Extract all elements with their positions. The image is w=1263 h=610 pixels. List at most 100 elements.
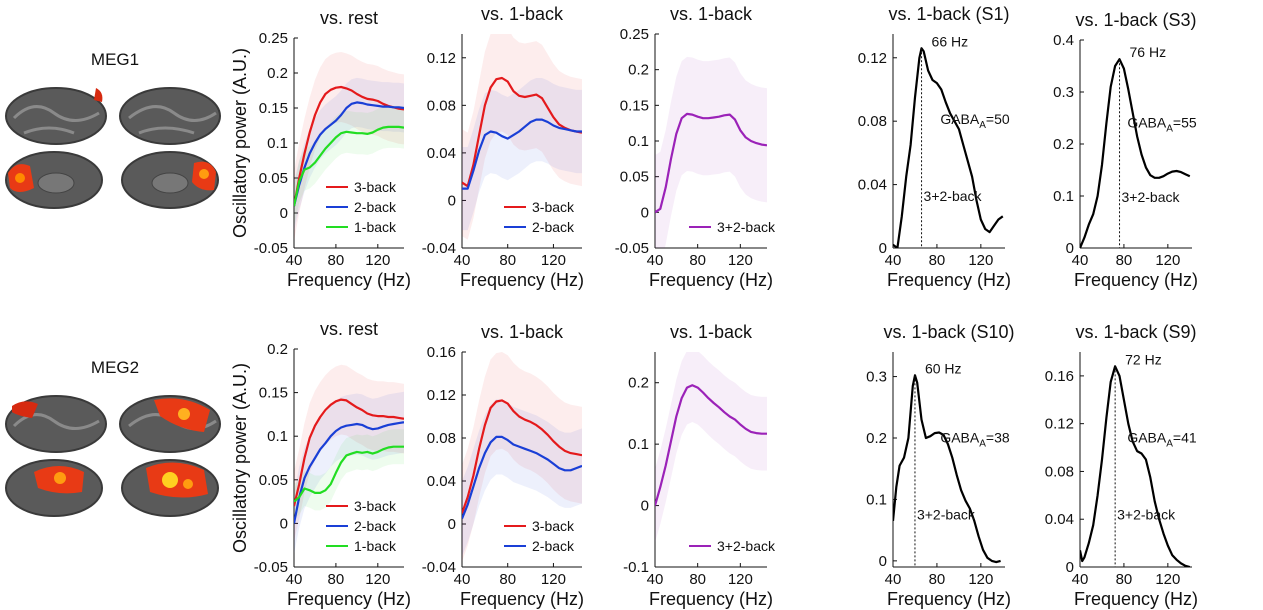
y-tick-label: 0.05 — [259, 472, 288, 489]
y-tick-label: 0 — [879, 553, 887, 570]
y-tick-label: 0.2 — [628, 375, 649, 392]
series-band — [462, 352, 582, 562]
plot-area — [462, 34, 582, 240]
series-band — [294, 77, 404, 231]
y-tick-label: -0.05 — [254, 240, 288, 257]
x-tick-label: 80 — [689, 252, 706, 269]
x-axis-label: Frequency (Hz) — [460, 589, 584, 609]
y-tick-label: 0.25 — [259, 30, 288, 47]
y-tick-label: -0.05 — [254, 559, 288, 576]
plot-area — [893, 374, 1001, 564]
series-band — [294, 391, 404, 554]
legend-label: 2-back — [354, 518, 397, 534]
y-tick-label: 0 — [280, 205, 288, 222]
condition-label: 3+2-back — [924, 188, 983, 204]
x-tick-label: 120 — [968, 571, 993, 588]
peak-label: 72 Hz — [1125, 351, 1162, 367]
x-tick-label: 40 — [885, 571, 902, 588]
y-tick-label: -0.04 — [422, 240, 456, 257]
y-tick-label: 0.05 — [620, 169, 649, 186]
chart-title: vs. 1-back — [481, 4, 564, 24]
chart-title: vs. 1-back (S10) — [883, 322, 1014, 342]
plot-area — [462, 352, 582, 562]
series-line — [294, 398, 404, 507]
series-line — [1080, 365, 1191, 567]
chart-title: vs. 1-back (S3) — [1075, 10, 1196, 30]
chart-panel-1: vs. 1-back 40 80 120 -0.04 0 0.04 0.08 0.12 Frequ… — [422, 4, 584, 290]
chart-title: vs. rest — [320, 8, 378, 28]
x-tick-label: 80 — [929, 571, 946, 588]
chart-panel-0: vs. rest 40 80 120 -0.05 0 0.05 0.1 0.15 0.2 0.25 F… — [230, 8, 411, 290]
y-tick-label: 0 — [879, 240, 887, 257]
x-tick-label: 40 — [885, 252, 902, 269]
y-tick-label: 0.1 — [628, 133, 649, 150]
x-tick-label: 80 — [929, 252, 946, 269]
plot-area — [1080, 365, 1191, 567]
y-tick-label: 0.04 — [1045, 511, 1074, 528]
brain-label-meg1: MEG1 — [90, 50, 140, 69]
x-tick-label: 40 — [647, 252, 664, 269]
y-tick-label: 0.25 — [620, 26, 649, 43]
condition-label: 3+2-back — [917, 507, 976, 523]
gaba-label: GABAA=38 — [940, 429, 1010, 449]
series-band — [294, 364, 404, 541]
series-line — [655, 384, 767, 506]
legend-label: 3-back — [354, 498, 397, 514]
series-line — [294, 85, 404, 207]
y-tick-label: 0.3 — [866, 369, 887, 386]
y-tick-label: 0.12 — [427, 387, 456, 404]
brain-surface-meg2 — [5, 395, 221, 517]
x-tick-label: 80 — [328, 252, 345, 269]
series-line — [462, 399, 582, 514]
x-axis-label: Frequency (Hz) — [1074, 589, 1198, 609]
legend-label: 3-back — [532, 518, 575, 534]
y-tick-label: 0.12 — [858, 50, 887, 67]
x-axis-label: Frequency (Hz) — [649, 270, 773, 290]
y-tick-label: 0.2 — [866, 430, 887, 447]
chart-panel-7: vs. 1-back 40 80 120 -0.1 0 0.1 0.2 Frequency (H… — [623, 322, 776, 609]
y-tick-label: -0.04 — [422, 559, 456, 576]
legend-label: 3-back — [354, 179, 397, 195]
chart-panel-4: vs. 1-back (S3) 40 80 120 0 0.1 0.2 0.3 0.4 Frequ… — [1053, 10, 1198, 290]
x-axis-label: Frequency (Hz) — [287, 270, 411, 290]
y-tick-label: 0.1 — [267, 135, 288, 152]
chart-panel-5: vs. rest 40 80 120 -0.05 0 0.05 0.1 0.15 0.2 Frequ… — [230, 319, 411, 609]
x-tick-label: 120 — [968, 252, 993, 269]
x-axis-label: Frequency (Hz) — [1074, 270, 1198, 290]
y-tick-label: 0.2 — [267, 65, 288, 82]
series-line — [462, 76, 582, 188]
series-line — [294, 445, 404, 503]
x-tick-label: 120 — [728, 252, 753, 269]
legend-label: 2-back — [532, 538, 575, 554]
chart-title: vs. 1-back — [670, 322, 753, 342]
series-line — [294, 421, 404, 524]
series-line — [893, 47, 1004, 248]
condition-label: 3+2-back — [1117, 507, 1176, 523]
y-tick-label: 0.16 — [427, 344, 456, 361]
legend-label: 3+2-back — [717, 219, 776, 235]
x-tick-label: 40 — [647, 571, 664, 588]
series-line — [655, 112, 767, 214]
y-tick-label: 0.04 — [427, 145, 456, 162]
y-tick-label: 0.12 — [427, 50, 456, 67]
y-tick-label: 0 — [641, 204, 649, 221]
y-tick-label: 0.04 — [858, 177, 887, 194]
x-tick-label: 120 — [365, 571, 390, 588]
chart-title: vs. 1-back — [481, 322, 564, 342]
y-tick-label: 0.4 — [1053, 32, 1074, 49]
y-tick-label: 0.1 — [866, 491, 887, 508]
gaba-label: GABAA=50 — [940, 111, 1010, 131]
legend-label: 2-back — [532, 219, 575, 235]
brain-surface-meg1 — [5, 87, 221, 209]
x-axis-label: Frequency (Hz) — [887, 589, 1011, 609]
x-tick-label: 80 — [1116, 571, 1133, 588]
y-tick-label: 0.15 — [259, 100, 288, 117]
chart-panel-9: vs. 1-back (S9) 40 80 120 0 0.04 0.08 0.12 0.16 F… — [1045, 322, 1198, 609]
x-tick-label: 120 — [1155, 571, 1180, 588]
x-tick-label: 80 — [499, 252, 516, 269]
y-tick-label: -0.05 — [615, 240, 649, 257]
y-tick-label: 0.2 — [267, 341, 288, 358]
peak-label: 76 Hz — [1130, 44, 1167, 60]
y-tick-label: 0.08 — [427, 97, 456, 114]
